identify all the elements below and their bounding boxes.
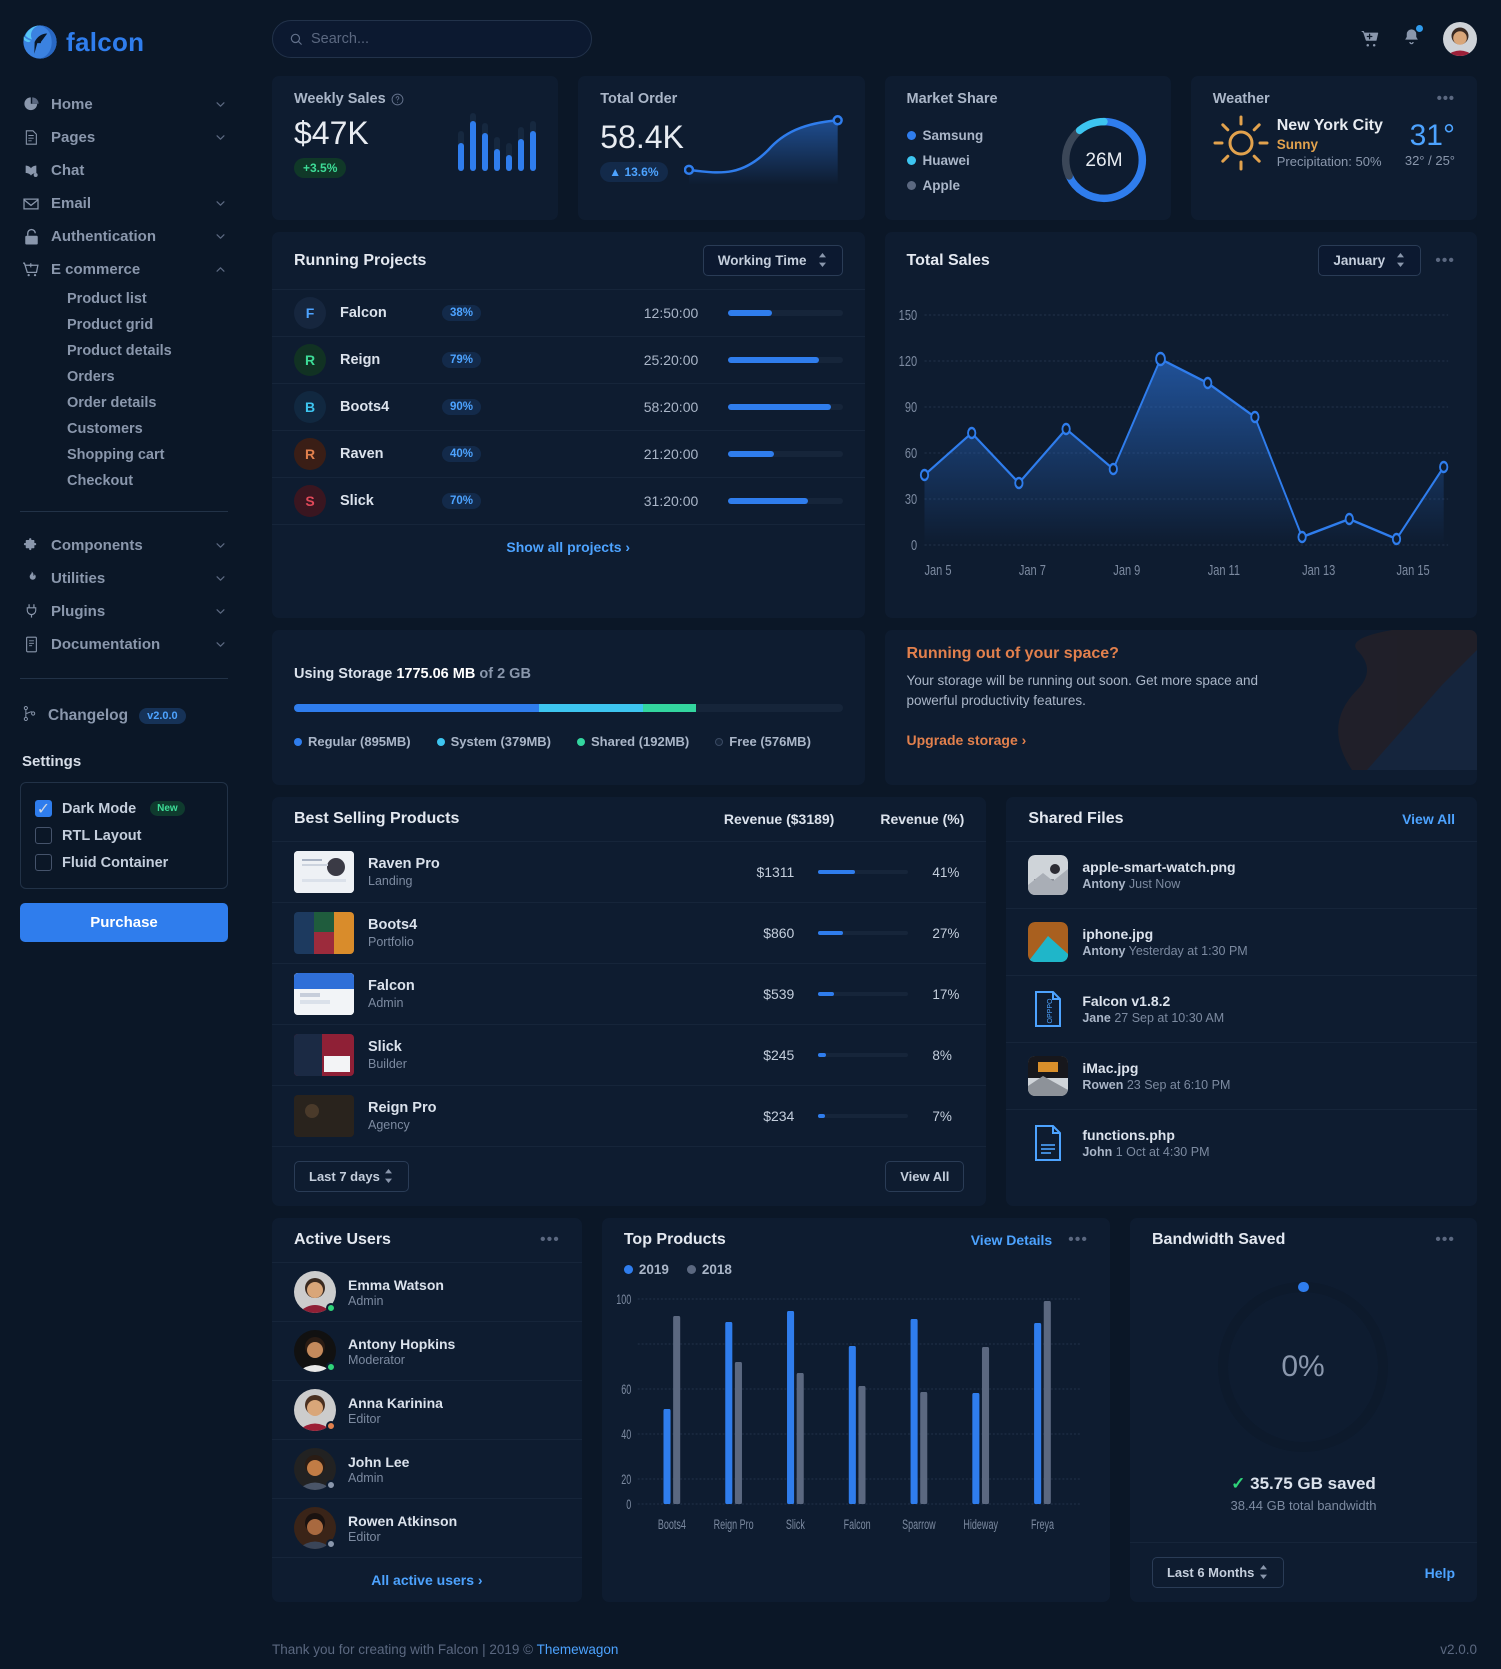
svg-text:26M: 26M: [1085, 150, 1122, 171]
svg-text:60: 60: [904, 444, 916, 461]
svg-text:Jan 9: Jan 9: [1113, 561, 1140, 578]
svg-text:0: 0: [626, 1497, 631, 1512]
svg-text:90: 90: [904, 398, 916, 415]
svg-text:60: 60: [621, 1382, 631, 1397]
svg-text:Reign Pro: Reign Pro: [713, 1517, 753, 1532]
svg-text:Slick: Slick: [786, 1517, 805, 1532]
svg-text:Jan 15: Jan 15: [1396, 561, 1429, 578]
svg-text:Boots4: Boots4: [658, 1517, 686, 1532]
svg-text:OPPPO: OPPPO: [1047, 998, 1054, 1023]
svg-text:Jan 7: Jan 7: [1018, 561, 1045, 578]
svg-text:0%: 0%: [1282, 1350, 1325, 1383]
svg-text:Hideway: Hideway: [963, 1517, 998, 1532]
svg-text:30: 30: [904, 490, 916, 507]
svg-text:Falcon: Falcon: [843, 1517, 870, 1532]
svg-text:120: 120: [898, 352, 916, 369]
svg-text:Sparrow: Sparrow: [902, 1517, 936, 1532]
svg-text:Jan 13: Jan 13: [1302, 561, 1335, 578]
svg-text:100: 100: [616, 1292, 631, 1307]
svg-text:Freya: Freya: [1031, 1517, 1054, 1532]
svg-text:0: 0: [910, 536, 916, 553]
svg-text:Jan 11: Jan 11: [1207, 561, 1239, 578]
svg-text:150: 150: [898, 306, 916, 323]
svg-text:40: 40: [621, 1427, 631, 1442]
svg-text:20: 20: [621, 1472, 631, 1487]
svg-text:Jan 5: Jan 5: [924, 561, 951, 578]
